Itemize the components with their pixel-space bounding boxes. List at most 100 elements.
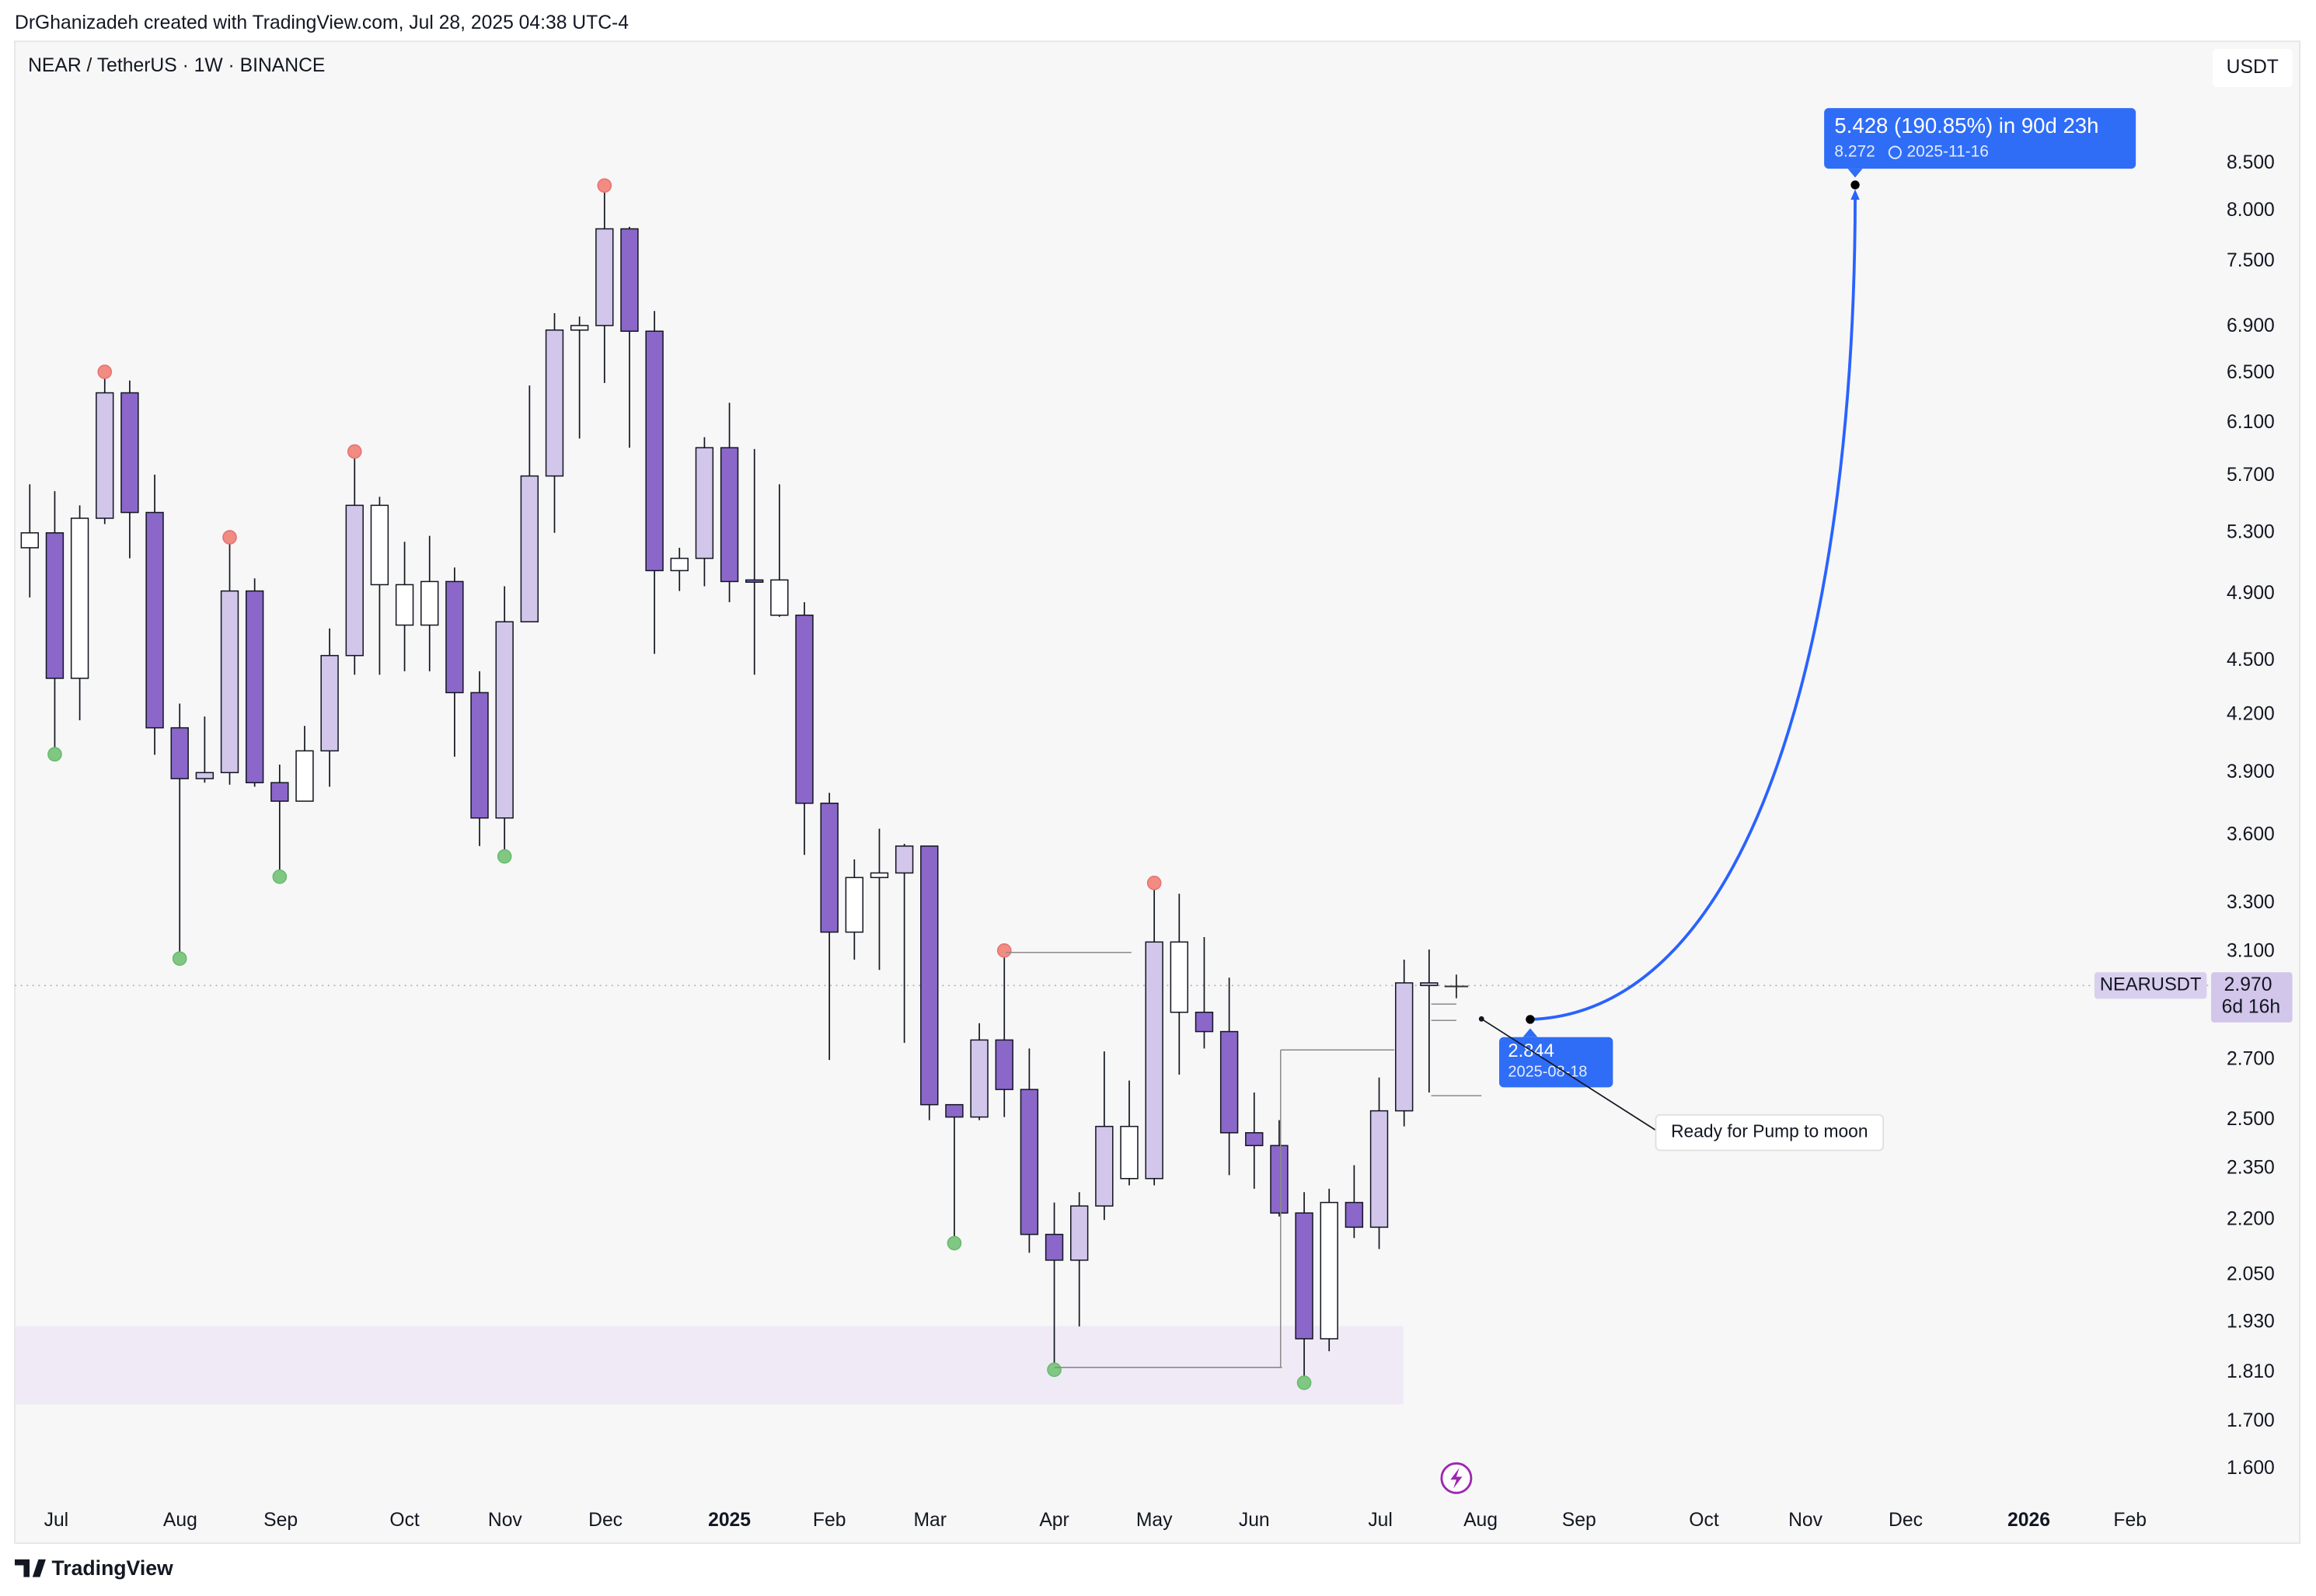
y-tick-label: 5.300 [2227, 521, 2275, 542]
price-tag [2211, 972, 2293, 1023]
clock-icon [1888, 145, 1902, 159]
pivot-high [347, 444, 362, 459]
candle-body [1295, 1212, 1313, 1340]
y-tick-label: 8.500 [2227, 152, 2275, 173]
candle-body [370, 504, 389, 586]
logo-mark [15, 1559, 46, 1577]
candle-body [1120, 1125, 1139, 1180]
candle-body [445, 580, 464, 694]
candle-body [1320, 1201, 1338, 1340]
candle-body [745, 579, 764, 584]
x-tick-label: Sep [1562, 1510, 1596, 1531]
x-tick-label: May [1136, 1510, 1173, 1531]
x-tick-label: Aug [1463, 1510, 1498, 1531]
y-tick-label: 4.500 [2227, 650, 2275, 671]
y-tick-label: 1.600 [2227, 1458, 2275, 1479]
y-tick-label: 8.000 [2227, 200, 2275, 221]
x-tick-label: Dec [588, 1510, 623, 1531]
y-tick-label: 3.600 [2227, 824, 2275, 845]
x-tick-label: Apr [1039, 1510, 1069, 1531]
y-tick-label: 2.350 [2227, 1157, 2275, 1178]
candle-body [870, 872, 889, 879]
x-tick-label: Aug [163, 1510, 197, 1531]
candle-body [1145, 941, 1163, 1180]
pivot-high [222, 530, 237, 545]
pivot-low [1296, 1375, 1312, 1390]
x-tick-label: 2026 [2007, 1510, 2050, 1531]
pivot-low [47, 747, 62, 762]
projection-curve [1529, 193, 1857, 1021]
candle-body [96, 392, 114, 519]
candle-body [1219, 1030, 1239, 1134]
candle-body [620, 228, 639, 333]
chart-title: NEAR / TetherUS · 1W · BINANCE [28, 55, 325, 76]
candle-body [795, 614, 814, 804]
price-label: 2.970 [2224, 974, 2272, 995]
logo: TradingView [15, 1556, 173, 1580]
candle-body [670, 557, 689, 572]
candle-body [645, 330, 664, 572]
start-label-pointer [1522, 1028, 1538, 1037]
candle-body [245, 590, 264, 784]
pivot-high [97, 364, 113, 379]
candle-body [1020, 1089, 1039, 1235]
y-tick-label: 5.700 [2227, 465, 2275, 486]
x-tick-label: Dec [1889, 1510, 1923, 1531]
symbol-tag [2094, 972, 2207, 999]
y-tick-label: 2.700 [2227, 1049, 2275, 1070]
candle-body [1170, 941, 1189, 1013]
candle-body [1420, 982, 1439, 987]
y-tick-label: 4.900 [2227, 583, 2275, 604]
callout-line [1481, 1018, 1658, 1132]
end-label-pointer [1847, 169, 1863, 178]
candle-body [545, 329, 564, 477]
candle-body [420, 580, 439, 626]
y-tick-label: 1.810 [2227, 1361, 2275, 1382]
y-tick-label: 1.930 [2227, 1311, 2275, 1332]
x-tick-label: Feb [813, 1510, 846, 1531]
currency[interactable]: USDT [2227, 57, 2279, 78]
symbol-label: NEARUSDT [2100, 974, 2202, 995]
alert-bolt [1450, 1468, 1463, 1489]
x-tick-label: Jun [1239, 1510, 1270, 1531]
end-summary: 5.428 (190.85%) in 90d 23h [1834, 113, 2098, 138]
candle-body [995, 1039, 1013, 1090]
candle-body [45, 532, 65, 679]
highlight-zone [15, 1326, 1404, 1405]
chart-pane [14, 40, 2301, 1544]
pivot-low [947, 1235, 962, 1251]
x-tick-label: Oct [389, 1510, 420, 1531]
y-tick-label: 7.500 [2227, 250, 2275, 271]
candle-body [595, 228, 614, 326]
y-tick-label: 6.100 [2227, 412, 2275, 433]
x-tick-label: Jul [1368, 1510, 1393, 1531]
pivot-low [1047, 1362, 1062, 1378]
y-tick-label: 6.500 [2227, 362, 2275, 383]
projection-arrow [1850, 189, 1860, 200]
candle-body [195, 772, 215, 779]
candle-body [1394, 982, 1414, 1112]
end-value: 8.272 [1834, 143, 1875, 161]
pivot-low [172, 951, 187, 966]
callout-dot [1478, 1016, 1484, 1022]
y-tick-label: 3.100 [2227, 941, 2275, 962]
candle-body [495, 621, 514, 819]
candle-body [695, 447, 714, 559]
candle-body [520, 475, 539, 622]
y-tick-label: 3.900 [2227, 761, 2275, 782]
end-label-box [1824, 108, 2136, 169]
pivot-high [1146, 876, 1162, 890]
end-date: 2025-11-16 [1907, 143, 1989, 161]
candle-body [1195, 1012, 1214, 1033]
projection-start [1526, 1015, 1535, 1024]
start-label-box [1499, 1037, 1613, 1088]
pivot-high [597, 178, 612, 193]
x-tick-label: Jul [44, 1510, 69, 1531]
footer-brand: TradingView [52, 1556, 173, 1580]
candle-body [1045, 1233, 1064, 1261]
pivot-low [272, 869, 288, 884]
x-tick-label: 2025 [708, 1510, 751, 1531]
y-tick-label: 2.050 [2227, 1264, 2275, 1285]
